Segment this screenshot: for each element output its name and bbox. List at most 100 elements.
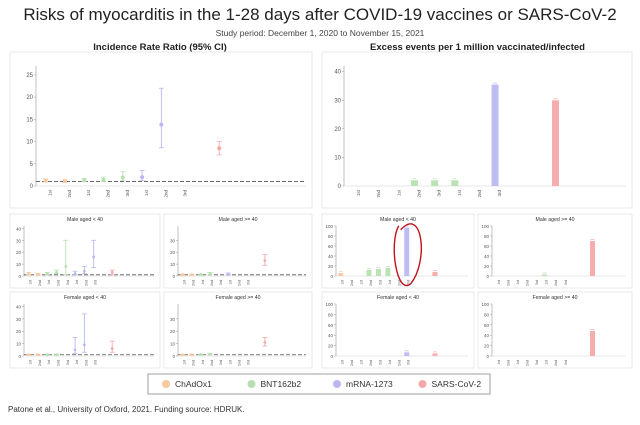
y-tick-label: 30	[16, 317, 22, 322]
bar-sars-cov-2	[432, 272, 438, 276]
x-tick-label: 3rd	[407, 280, 411, 285]
y-tick-label: 40	[484, 333, 490, 338]
x-tick-label: 2nd	[237, 360, 241, 366]
x-tick-label: 1st	[545, 280, 549, 285]
x-tick-label: 2nd	[417, 190, 422, 198]
x-tick-label: 2nd	[506, 280, 510, 286]
x-tick-label: 1st	[183, 360, 187, 365]
y-tick-label: 40	[16, 226, 22, 231]
x-tick-label: 3rd	[497, 190, 502, 197]
x-tick-label: 1st	[360, 280, 364, 285]
panel-frame	[477, 213, 633, 289]
point-chadox1	[27, 272, 31, 276]
point-bnt162b2	[199, 273, 203, 276]
point-bnt162b2	[55, 271, 58, 274]
bar-chadox1	[338, 273, 344, 276]
y-tick-label: 20	[328, 344, 334, 349]
legend-label-bnt162b2: BNT162b2	[261, 379, 302, 389]
y-tick-label: 100	[481, 224, 489, 229]
point-chadox1	[62, 179, 67, 184]
x-tick-label: 1st	[228, 360, 232, 365]
y-tick-label: 60	[484, 323, 490, 328]
x-tick-label: 3rd	[437, 190, 442, 197]
x-tick-label: 2nd	[506, 360, 510, 366]
x-tick-label: 1st	[75, 280, 79, 285]
x-tick-label: 2nd	[38, 360, 42, 366]
x-tick-label: 3rd	[94, 360, 98, 365]
x-tick-label: 3rd	[564, 360, 568, 365]
x-tick-label: 2nd	[397, 280, 401, 286]
bar-sars-cov-2	[552, 100, 559, 186]
panel-frame	[9, 291, 161, 369]
x-tick-label: 1st	[545, 360, 549, 365]
x-tick-label: 1st	[388, 280, 392, 285]
bar-bnt162b2	[411, 180, 418, 186]
bar-mrna-1273	[404, 227, 410, 276]
caption: Patone et al., University of Oxford, 202…	[8, 405, 245, 414]
legend-swatch-mrna-1273	[333, 380, 341, 388]
bar-bnt162b2	[542, 274, 548, 276]
x-tick-label: 2nd	[106, 190, 111, 198]
y-tick-label: 0	[330, 274, 333, 279]
legend-label-sars-cov-2: SARS-CoV-2	[432, 379, 482, 389]
point-mrna-1273	[226, 272, 230, 276]
bar-bnt162b2	[431, 180, 439, 186]
x-tick-label: 1st	[183, 280, 187, 285]
y-tick-label: 0	[172, 274, 175, 279]
point-chadox1	[190, 353, 194, 357]
point-chadox1	[36, 353, 40, 357]
x-tick-label: 2nd	[163, 190, 168, 198]
panel-frame	[321, 51, 633, 209]
point-sars-cov-2	[110, 347, 114, 350]
x-tick-label: 1st	[48, 189, 53, 196]
x-tick-label: 2nd	[526, 360, 530, 366]
x-tick-label: 2nd	[57, 280, 61, 286]
y-tick-label: 10	[334, 155, 341, 161]
point-mrna-1273	[82, 343, 86, 347]
y-tick-label: 100	[325, 224, 333, 229]
x-tick-label: 3rd	[125, 190, 130, 197]
x-tick-label: 1st	[497, 280, 501, 285]
panel-title-female-aged-40: Female aged >= 40	[216, 295, 261, 301]
point-mrna-1273	[159, 122, 164, 127]
y-tick-label: 80	[484, 312, 490, 317]
bar-bnt162b2	[385, 268, 391, 276]
x-tick-label: 3rd	[66, 360, 70, 365]
y-tick-label: 80	[328, 234, 334, 239]
point-chadox1	[190, 273, 194, 277]
y-tick-label: 0	[18, 274, 21, 279]
y-tick-label: 15	[26, 117, 33, 123]
x-tick-label: 1st	[516, 280, 520, 285]
point-bnt162b2	[208, 272, 212, 276]
x-tick-label: 3rd	[407, 360, 411, 365]
panel-title-male-aged-40: Male aged < 40	[380, 217, 416, 223]
x-tick-label: 2nd	[57, 360, 61, 366]
x-tick-label: 2nd	[397, 360, 401, 366]
x-tick-label: 2nd	[210, 360, 214, 366]
x-tick-label: 2nd	[376, 190, 381, 198]
x-tick-label: 1st	[388, 360, 392, 365]
x-tick-label: 2nd	[554, 360, 558, 366]
point-chadox1	[43, 178, 48, 183]
x-tick-label: 1st	[228, 280, 232, 285]
y-tick-label: 100	[325, 302, 333, 307]
panel-title-female-aged-40: Female aged >= 40	[533, 295, 578, 301]
point-bnt162b2	[82, 178, 87, 183]
y-tick-label: 40	[16, 304, 22, 309]
panel-frame	[9, 51, 313, 209]
y-tick-label: 80	[484, 234, 490, 239]
x-tick-label: 2nd	[38, 280, 42, 286]
y-tick-label: 30	[170, 238, 176, 243]
panel-title-irr: Incidence Rate Ratio (95% CI)	[93, 42, 227, 53]
y-tick-label: 100	[481, 302, 489, 307]
bar-bnt162b2	[366, 270, 372, 276]
x-tick-label: 3rd	[535, 280, 539, 285]
point-bnt162b2	[101, 177, 106, 182]
point-mrna-1273	[140, 175, 145, 180]
x-tick-label: 2nd	[369, 360, 373, 366]
x-tick-label: 2nd	[554, 280, 558, 286]
point-bnt162b2	[45, 353, 49, 357]
point-bnt162b2	[120, 175, 125, 180]
bar-mrna-1273	[404, 352, 410, 356]
point-mrna-1273	[73, 348, 77, 352]
